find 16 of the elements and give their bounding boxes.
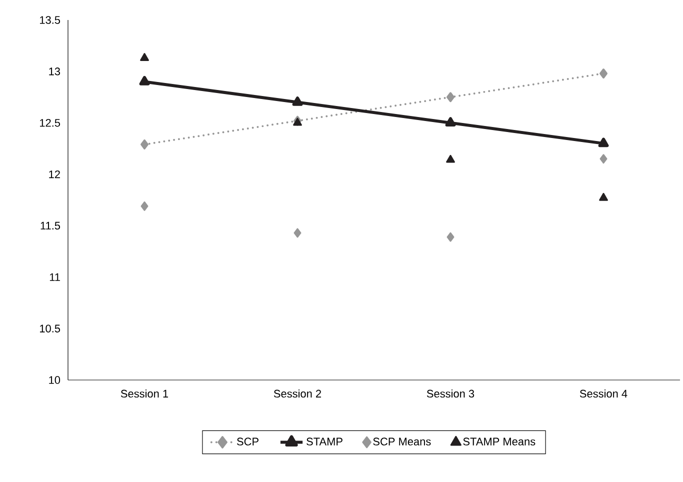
y-tick-label: 11.5 — [40, 222, 60, 230]
x-tick-label: Session 3 — [426, 390, 474, 398]
y-tick-label: 10 — [49, 376, 60, 384]
y-tick-label: 10.5 — [40, 324, 60, 332]
y-tick-label: 13.5 — [40, 16, 60, 24]
legend-label: STAMP Means — [463, 438, 536, 446]
x-tick-label: Session 1 — [120, 390, 168, 398]
x-tick-label: Session 4 — [580, 390, 628, 398]
y-tick-label: 11 — [50, 273, 60, 281]
legend-label: STAMP — [306, 438, 342, 446]
y-tick-label: 12 — [49, 170, 60, 178]
y-tick-label: 12.5 — [40, 118, 60, 127]
x-tick-label: Session 2 — [274, 390, 322, 398]
legend-label: SCP — [237, 438, 258, 446]
legend-label: SCP Means — [373, 438, 431, 446]
y-tick-label: 13 — [49, 68, 60, 76]
